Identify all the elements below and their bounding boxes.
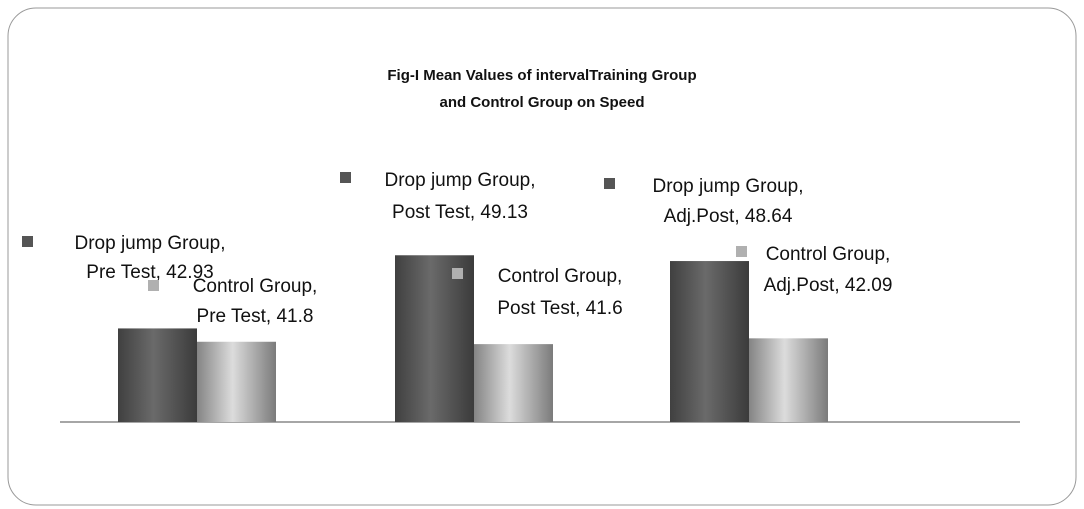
bar bbox=[749, 338, 828, 422]
bar bbox=[670, 261, 749, 422]
label-key bbox=[148, 280, 159, 291]
label-key bbox=[736, 246, 747, 257]
data-label: Adj.Post, 42.09 bbox=[764, 275, 893, 296]
data-label: Post Test, 49.13 bbox=[392, 202, 528, 223]
data-label: Drop jump Group, bbox=[652, 176, 803, 197]
label-key bbox=[340, 172, 351, 183]
data-label: Control Group, bbox=[498, 266, 623, 287]
data-label: Drop jump Group, bbox=[384, 170, 535, 191]
chart-title: Fig-I Mean Values of intervalTraining Gr… bbox=[387, 67, 696, 84]
data-label: Post Test, 41.6 bbox=[497, 298, 622, 319]
data-label: Control Group, bbox=[766, 244, 891, 265]
data-label: Drop jump Group, bbox=[74, 233, 225, 254]
data-label: Control Group, bbox=[193, 276, 318, 297]
label-key bbox=[452, 268, 463, 279]
data-label: Pre Test, 41.8 bbox=[197, 306, 314, 327]
bar bbox=[118, 328, 197, 422]
data-label: Pre Test, 42.93 bbox=[86, 262, 213, 283]
bar bbox=[197, 341, 276, 422]
bar bbox=[474, 344, 553, 422]
chart-title: and Control Group on Speed bbox=[440, 94, 645, 111]
data-label: Adj.Post, 48.64 bbox=[664, 206, 793, 227]
bar bbox=[395, 255, 474, 422]
label-key bbox=[604, 178, 615, 189]
label-key bbox=[22, 236, 33, 247]
